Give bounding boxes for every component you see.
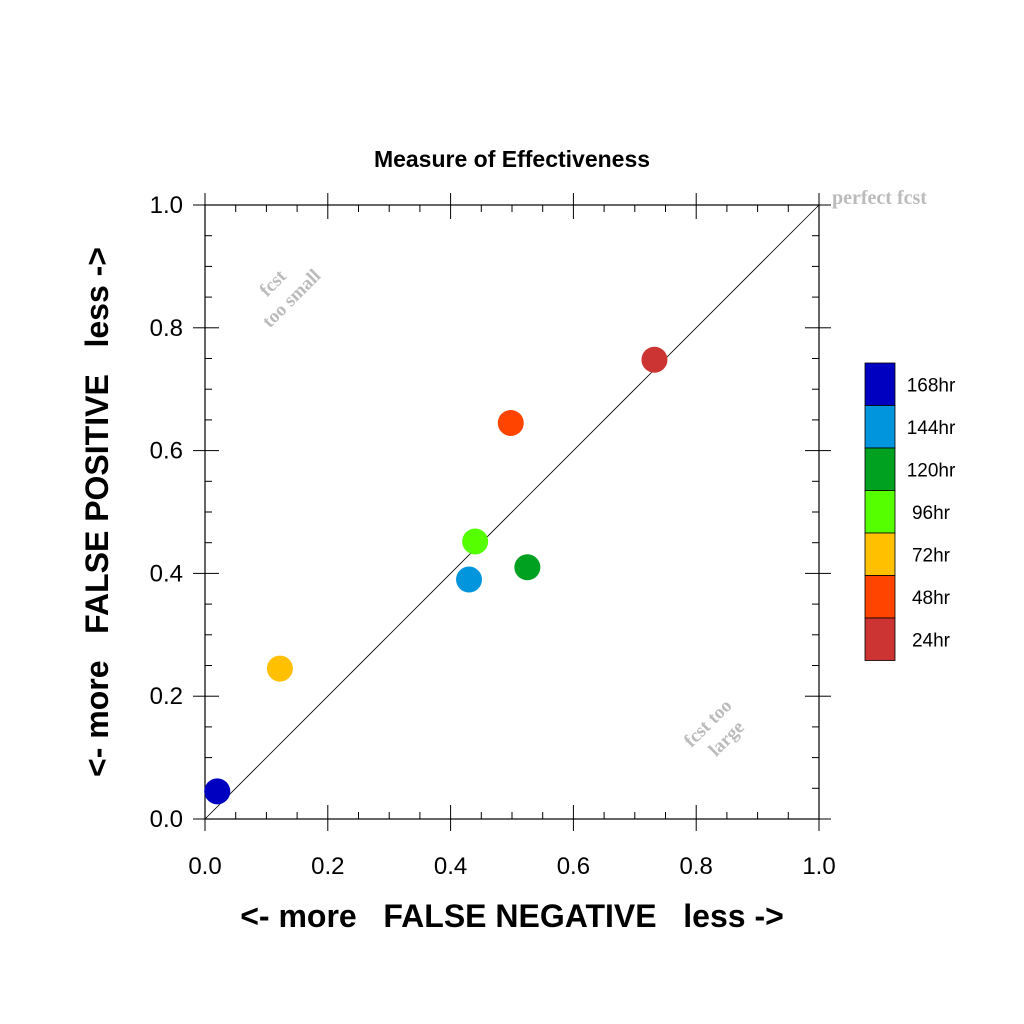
y-tick-label: 0.6	[150, 438, 183, 465]
y-tick-label: 0.4	[150, 560, 183, 587]
x-tick-label: 0.0	[188, 853, 221, 880]
point-48hr	[497, 409, 524, 436]
legend-label-144hr: 144hr	[907, 418, 956, 439]
y-axis-label: <- more FALSE POSITIVE less ->	[79, 247, 115, 777]
point-144hr	[456, 566, 483, 593]
y-tick-label: 1.0	[150, 192, 183, 219]
y-tick-labels: 0.0 0.2 0.4 0.6 0.8 1.0	[150, 192, 183, 833]
legend-label-96hr: 96hr	[912, 503, 951, 524]
reference-diagonal	[204, 204, 820, 820]
legend-label-120hr: 120hr	[907, 460, 956, 481]
x-tick-labels: 0.0 0.2 0.4 0.6 0.8 1.0	[188, 853, 835, 880]
point-24hr	[641, 346, 668, 373]
point-96hr	[462, 528, 489, 555]
y-tick-label: 0.2	[150, 683, 183, 710]
y-tick-label: 0.0	[150, 806, 183, 833]
chart-title: Measure of Effectiveness	[374, 146, 650, 172]
legend-label-24hr: 24hr	[912, 630, 951, 651]
legend-swatch-96hr	[864, 490, 896, 534]
legend-swatch-144hr	[864, 405, 896, 449]
legend-label-48hr: 48hr	[912, 588, 951, 609]
x-tick-label: 0.2	[311, 853, 344, 880]
legend: 168hr 144hr 120hr 96hr 72hr 48hr 24hr	[864, 362, 956, 661]
perfect-fcst-label: perfect fcst	[832, 187, 927, 209]
x-tick-label: 1.0	[802, 853, 835, 880]
legend-swatch-168hr	[864, 362, 896, 406]
legend-label-72hr: 72hr	[912, 545, 951, 566]
legend-swatch-48hr	[864, 575, 896, 619]
legend-swatch-120hr	[864, 447, 896, 491]
legend-label-168hr: 168hr	[907, 375, 956, 396]
x-tick-label: 0.8	[680, 853, 713, 880]
point-168hr	[204, 778, 231, 805]
x-tick-label: 0.6	[557, 853, 590, 880]
x-tick-label: 0.4	[434, 853, 467, 880]
point-120hr	[514, 554, 541, 581]
perfect-fcst-line	[204, 204, 820, 820]
plot-frame	[204, 204, 820, 820]
annotation-too-large: fcst too large	[680, 692, 757, 769]
data-points	[204, 346, 668, 805]
annotation-too-small: fcst too small	[242, 249, 326, 333]
y-tick-label: 0.8	[150, 315, 183, 342]
x-axis-label: <- more FALSE NEGATIVE less ->	[240, 898, 784, 934]
point-72hr	[266, 655, 293, 682]
legend-swatch-72hr	[864, 532, 896, 576]
legend-swatch-24hr	[864, 617, 896, 661]
